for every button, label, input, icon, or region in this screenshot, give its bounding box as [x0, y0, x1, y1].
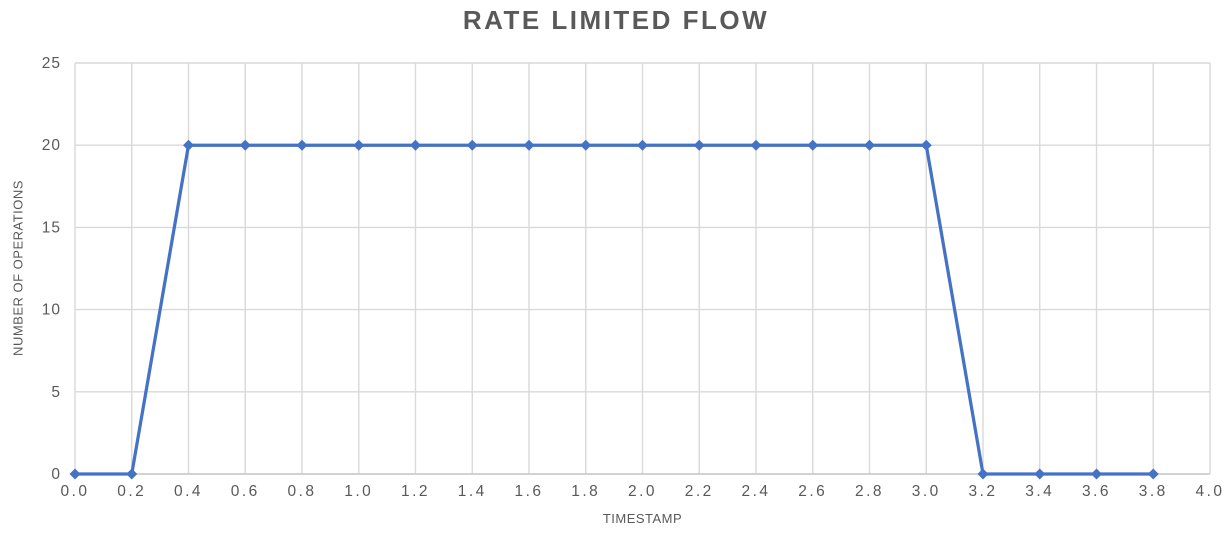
data-point-marker — [864, 139, 875, 151]
data-point-marker — [523, 139, 535, 151]
x-tick-label: 3.0 — [912, 483, 941, 500]
x-tick-label: 3.2 — [968, 483, 997, 500]
x-tick-label: 0.2 — [117, 483, 146, 500]
x-axis-title: TIMESTAMP — [602, 511, 683, 526]
data-point-marker — [693, 139, 705, 151]
data-point-marker — [977, 468, 989, 480]
data-point-marker — [1091, 468, 1102, 480]
x-tick-label: 1.8 — [571, 483, 600, 500]
x-tick-label: 1.2 — [401, 483, 430, 500]
data-point-marker — [466, 139, 478, 151]
data-point-marker — [580, 139, 592, 151]
x-tick-label: 3.8 — [1139, 483, 1168, 500]
x-tick-label: 1.0 — [344, 483, 373, 500]
data-point-marker — [126, 468, 138, 480]
data-point-marker — [410, 139, 421, 151]
data-point-marker — [750, 139, 762, 151]
x-tick-label: 0.8 — [287, 483, 316, 500]
data-point-marker — [239, 139, 251, 151]
x-tick-label: 2.0 — [628, 483, 657, 500]
chart-title: RATE LIMITED FLOW — [462, 5, 770, 35]
data-point-marker — [637, 139, 648, 151]
data-point-marker — [353, 139, 365, 151]
x-tick-label: 1.4 — [458, 483, 487, 500]
x-tick-label: 2.2 — [685, 483, 714, 500]
x-tick-label: 2.6 — [798, 483, 827, 500]
x-tick-label: 0.6 — [231, 483, 260, 500]
data-point-marker — [920, 139, 932, 151]
data-point-marker — [807, 139, 819, 151]
data-line — [73, 143, 1155, 476]
data-point-marker — [296, 139, 308, 151]
y-tick-label: 20 — [42, 137, 61, 154]
x-tick-label: 1.6 — [514, 483, 543, 500]
y-tick-label: 10 — [42, 302, 61, 319]
x-tick-label: 3.6 — [1082, 483, 1111, 500]
y-tick-label: 0 — [51, 466, 61, 483]
data-point-marker — [69, 468, 81, 480]
x-tick-label: 2.8 — [855, 483, 884, 500]
x-tick-label: 0.4 — [174, 483, 203, 500]
y-tick-label: 25 — [42, 55, 61, 72]
data-point-marker — [1147, 468, 1159, 480]
data-point-marker — [1034, 468, 1046, 480]
x-tick-label: 3.4 — [1025, 483, 1054, 500]
data-point-marker — [183, 139, 194, 151]
x-tick-label: 2.4 — [741, 483, 770, 500]
x-tick-label: 0.0 — [60, 483, 89, 500]
y-tick-label: 15 — [42, 219, 61, 236]
y-tick-label: 5 — [51, 384, 61, 401]
x-tick-label: 4.0 — [1195, 483, 1224, 500]
